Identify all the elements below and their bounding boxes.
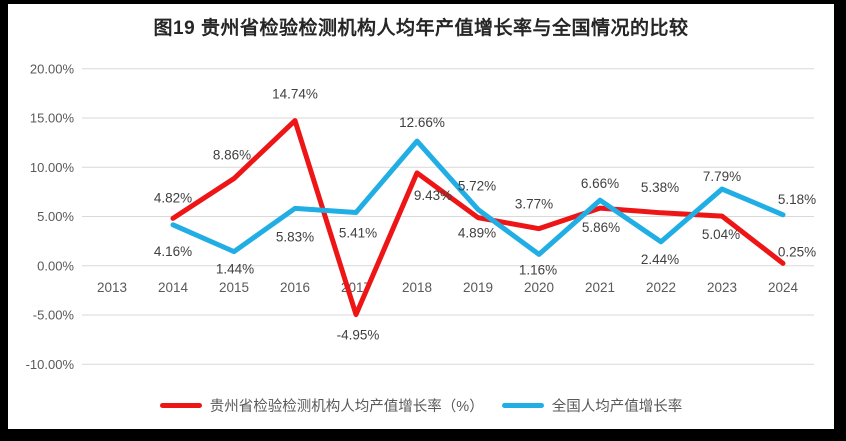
data-label-series-0: 0.25% xyxy=(778,244,816,259)
x-tick-label: 2014 xyxy=(158,280,189,295)
data-label-series-1: 2.44% xyxy=(641,252,679,267)
data-label-series-1: 6.66% xyxy=(581,176,619,191)
y-tick-label: 0.00% xyxy=(37,258,74,273)
y-tick-label: 20.00% xyxy=(30,61,75,76)
data-label-series-1: 5.18% xyxy=(778,192,816,207)
series-line-1 xyxy=(170,138,786,257)
chart-title: 图19 贵州省检验检测机构人均年产值增长率与全国情况的比较 xyxy=(153,18,689,39)
data-label-series-0: 9.43% xyxy=(414,188,452,203)
data-label-series-0: -4.95% xyxy=(337,328,380,343)
legend-label: 贵州省检验检测机构人均产值增长率（%） xyxy=(209,399,484,415)
data-label-series-0: 4.89% xyxy=(458,226,496,241)
legend-label: 全国人均产值增长率 xyxy=(551,399,683,415)
data-label-series-0: 5.38% xyxy=(641,180,679,195)
y-tick-label: 15.00% xyxy=(30,111,75,126)
x-tick-label: 2019 xyxy=(463,280,493,295)
data-label-series-1: 1.44% xyxy=(216,262,254,277)
data-label-series-0: 14.74% xyxy=(272,87,318,102)
line-chart-plot-area: 20.00% 15.00% 10.00% 5.00% 0.00% -5.00% -10.00… xyxy=(26,61,817,372)
y-tick-label: -5.00% xyxy=(33,308,75,323)
series-line-0 xyxy=(170,118,786,318)
x-tick-label: 2020 xyxy=(524,280,554,295)
data-label-series-0: 5.86% xyxy=(582,220,620,235)
y-tick-label: 10.00% xyxy=(30,160,75,175)
data-label-series-0: 8.86% xyxy=(213,148,251,163)
x-tick-label: 2023 xyxy=(707,280,737,295)
legend-item-1: 全国人均产值增长率 xyxy=(501,395,683,416)
legend-line-swatch xyxy=(159,403,202,408)
data-label-series-1: 12.66% xyxy=(399,115,445,130)
data-label-series-1: 4.16% xyxy=(154,244,192,259)
data-label-series-1: 5.72% xyxy=(458,178,496,193)
y-tick-label: 5.00% xyxy=(37,209,74,224)
x-tick-label: 2016 xyxy=(280,280,310,295)
x-tick-label: 2022 xyxy=(646,280,676,295)
data-label-series-1: 1.16% xyxy=(519,262,557,277)
x-tick-label: 2018 xyxy=(402,280,432,295)
y-tick-label: -10.00% xyxy=(26,357,75,372)
x-tick-label: 2013 xyxy=(97,280,127,295)
x-tick-label: 2015 xyxy=(219,280,249,295)
data-label-series-1: 7.79% xyxy=(703,169,741,184)
x-tick-label: 2024 xyxy=(768,280,799,295)
legend-item-0: 贵州省检验检测机构人均产值增长率（%） xyxy=(159,395,484,416)
data-label-series-1: 5.83% xyxy=(276,229,314,244)
data-label-series-0: 3.77% xyxy=(515,197,553,212)
data-label-series-1: 5.41% xyxy=(339,226,377,241)
data-label-series-0: 4.82% xyxy=(154,190,192,205)
x-tick-label: 2021 xyxy=(585,280,615,295)
legend-line-swatch xyxy=(501,403,544,408)
chart-legend: 贵州省检验检测机构人均产值增长率（%） 全国人均产值增长率 xyxy=(8,395,834,416)
data-label-series-0: 5.04% xyxy=(702,227,740,242)
